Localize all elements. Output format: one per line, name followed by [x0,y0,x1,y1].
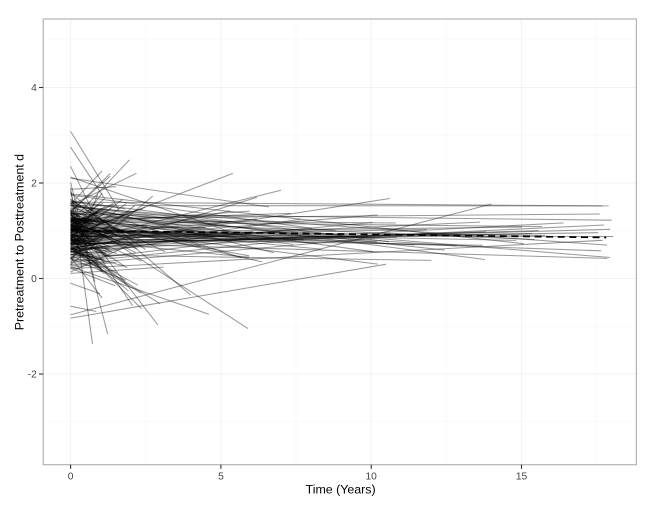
svg-text:0: 0 [31,274,37,285]
svg-text:0: 0 [68,472,74,483]
svg-text:Pretreatment to Posttreatment: Pretreatment to Posttreatment d [12,154,26,330]
svg-text:4: 4 [31,83,37,94]
svg-text:Time (Years): Time (Years) [306,483,376,497]
svg-text:10: 10 [366,472,378,483]
svg-text:15: 15 [516,472,528,483]
svg-text:5: 5 [218,472,224,483]
svg-text:2: 2 [31,179,37,190]
svg-text:-2: -2 [28,370,37,381]
